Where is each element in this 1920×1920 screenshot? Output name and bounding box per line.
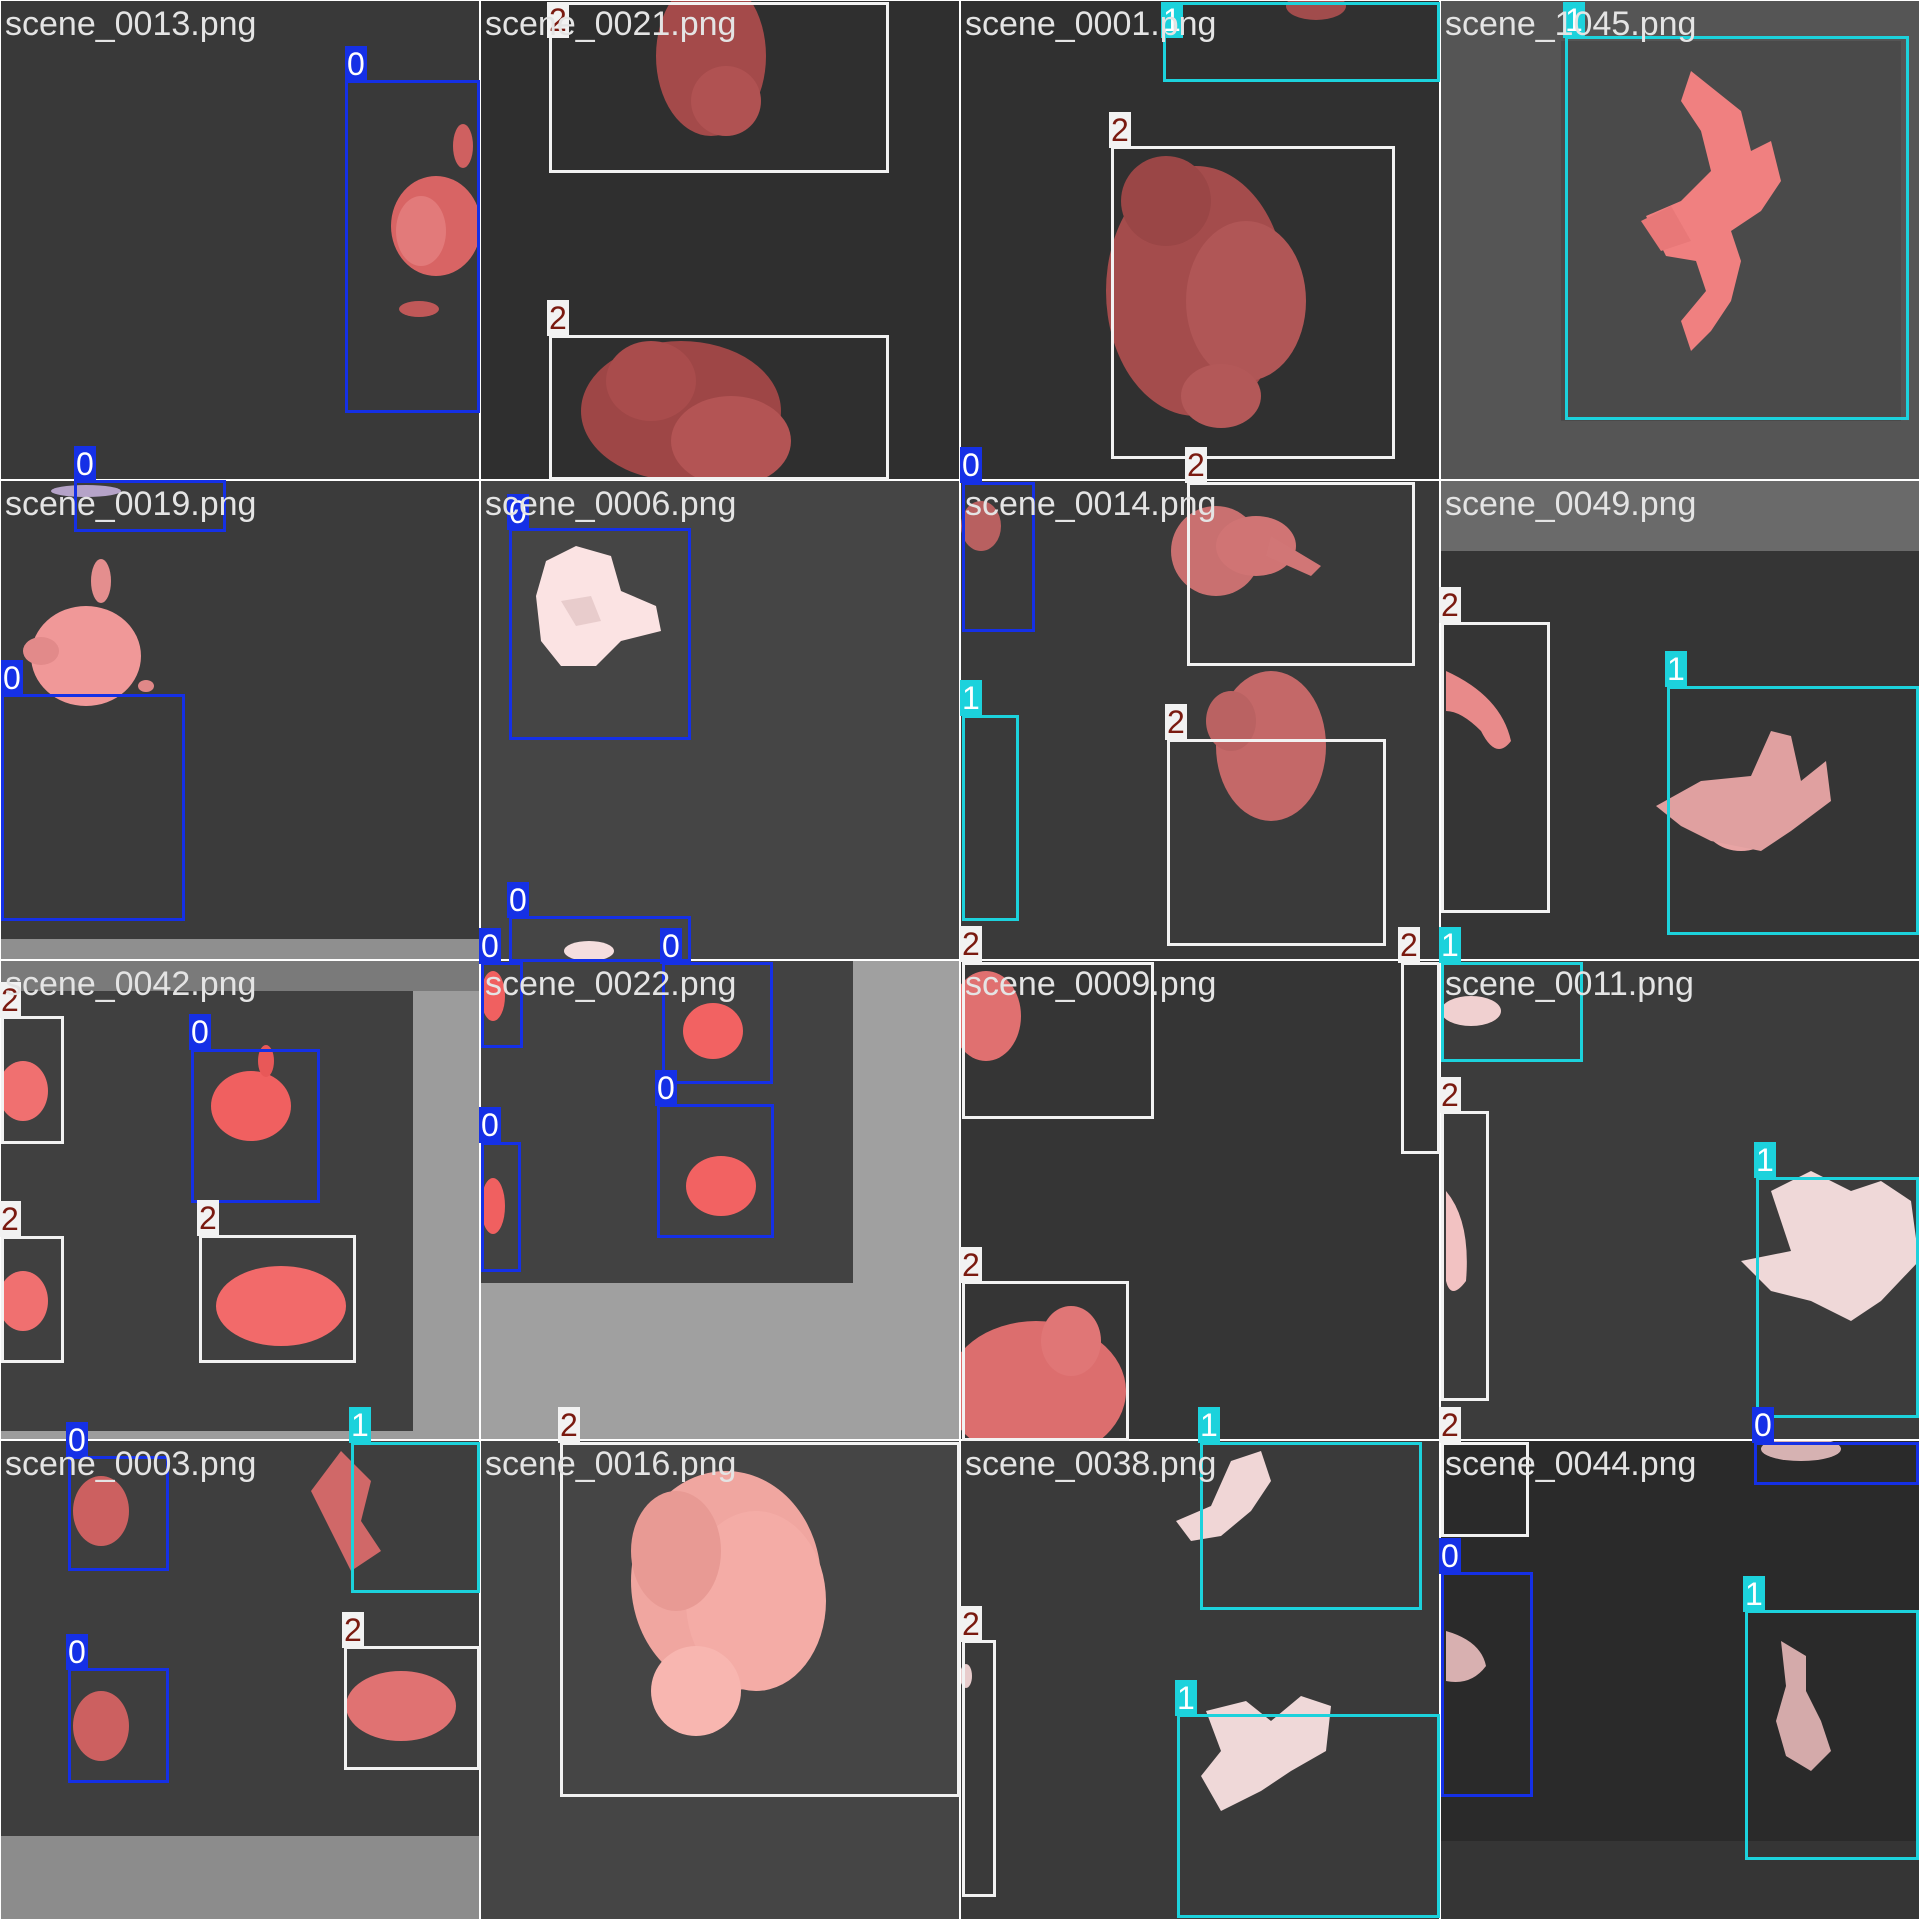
scene-render <box>631 1471 826 1736</box>
tile-filename: scene_0003.png <box>5 1445 257 1483</box>
scene-render <box>961 501 1326 821</box>
tile-scene-0001[interactable]: scene_0001.png <box>961 1 1439 479</box>
tile-filename: scene_0006.png <box>485 485 737 523</box>
scene-render <box>1 961 479 1431</box>
scene-render <box>961 1451 1331 1811</box>
tile-scene-0003[interactable]: scene_0003.png <box>1 1441 479 1919</box>
scene-render <box>1441 996 1919 1321</box>
scene-render <box>391 124 479 317</box>
tile-scene-0014[interactable]: scene_0014.png <box>961 481 1439 959</box>
scene-render <box>1441 1 1919 479</box>
tile-filename: scene_0016.png <box>485 1445 737 1483</box>
tile-filename: scene_0011.png <box>1445 965 1694 1003</box>
tile-scene-0013[interactable]: scene_0013.png <box>1 1 479 479</box>
tile-scene-0022[interactable]: scene_0022.png <box>481 961 959 1439</box>
tile-scene-0019[interactable]: scene_0019.png <box>1 481 479 959</box>
tile-filename: scene_0001.png <box>965 5 1217 43</box>
tile-filename: scene_0042.png <box>5 965 257 1003</box>
scene-render <box>1106 1 1346 428</box>
tile-filename: scene_0044.png <box>1445 1445 1697 1483</box>
tile-filename: scene_0022.png <box>485 965 737 1003</box>
tile-filename: scene_0049.png <box>1445 485 1697 523</box>
scene-render <box>481 961 853 1283</box>
tile-scene-0042[interactable]: scene_0042.png <box>1 961 479 1439</box>
scene-render <box>1 485 479 959</box>
scene-render <box>581 1 791 479</box>
tile-scene-0009[interactable]: scene_0009.png <box>961 961 1439 1439</box>
tile-scene-1045[interactable]: scene_1045.png <box>1441 1 1919 479</box>
scene-render <box>536 546 661 959</box>
tile-filename: scene_0019.png <box>5 485 257 523</box>
tile-scene-0016[interactable]: scene_0016.png <box>481 1441 959 1919</box>
scene-render <box>1 1441 479 1836</box>
scene-render <box>961 971 1126 1439</box>
tile-filename: scene_1045.png <box>1445 5 1697 43</box>
tile-scene-0049[interactable]: scene_0049.png <box>1441 481 1919 959</box>
tile-filename: scene_0009.png <box>965 965 1217 1003</box>
tile-scene-0006[interactable]: scene_0006.png <box>481 481 959 959</box>
tile-scene-0044[interactable]: scene_0044.png <box>1441 1441 1919 1919</box>
tile-filename: scene_0021.png <box>485 5 737 43</box>
tile-scene-0038[interactable]: scene_0038.png <box>961 1441 1439 1919</box>
tile-filename: scene_0038.png <box>965 1445 1217 1483</box>
tile-filename: scene_0013.png <box>5 5 257 43</box>
tile-filename: scene_0014.png <box>965 485 1217 523</box>
tile-scene-0011[interactable]: scene_0011.png <box>1441 961 1919 1439</box>
scene-render <box>1441 481 1919 851</box>
tile-scene-0021[interactable]: scene_0021.png <box>481 1 959 479</box>
scene-render <box>1441 1441 1919 1841</box>
